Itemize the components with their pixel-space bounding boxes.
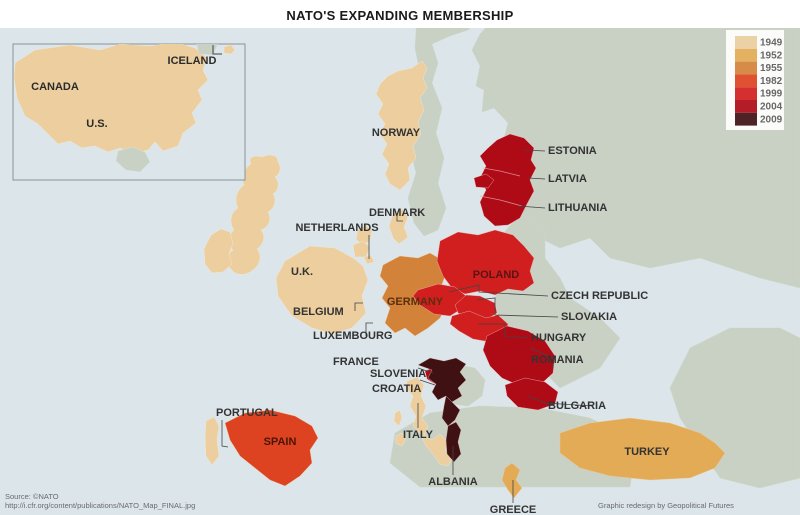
svg-text:GERMANY: GERMANY: [387, 296, 444, 308]
svg-text:BELGIUM: BELGIUM: [293, 306, 344, 318]
svg-text:ROMANIA: ROMANIA: [531, 354, 584, 366]
svg-text:CANADA: CANADA: [31, 81, 79, 93]
svg-text:http://i.cfr.org/content/publi: http://i.cfr.org/content/publications/NA…: [5, 501, 195, 510]
svg-text:U.K.: U.K.: [291, 266, 313, 278]
svg-text:Graphic redesign by Geopolitic: Graphic redesign by Geopolitical Futures: [598, 501, 734, 510]
svg-text:1999: 1999: [760, 89, 783, 100]
svg-text:FRANCE: FRANCE: [333, 356, 379, 368]
svg-text:TURKEY: TURKEY: [624, 446, 670, 458]
svg-text:POLAND: POLAND: [473, 269, 520, 281]
svg-text:1952: 1952: [760, 50, 783, 61]
svg-text:HUNGARY: HUNGARY: [531, 332, 587, 344]
svg-text:SLOVAKIA: SLOVAKIA: [561, 311, 617, 323]
svg-text:U.S.: U.S.: [86, 118, 107, 130]
svg-text:LITHUANIA: LITHUANIA: [548, 202, 607, 214]
svg-text:BULGARIA: BULGARIA: [548, 400, 606, 412]
svg-text:NORWAY: NORWAY: [372, 127, 421, 139]
svg-text:NETHERLANDS: NETHERLANDS: [295, 222, 378, 234]
svg-text:CZECH REPUBLIC: CZECH REPUBLIC: [551, 290, 648, 302]
svg-text:ESTONIA: ESTONIA: [548, 145, 597, 157]
svg-text:ALBANIA: ALBANIA: [428, 476, 478, 488]
svg-text:PORTUGAL: PORTUGAL: [216, 407, 278, 419]
svg-text:LUXEMBOURG: LUXEMBOURG: [313, 330, 392, 342]
svg-text:GREECE: GREECE: [490, 504, 536, 515]
svg-text:DENMARK: DENMARK: [369, 207, 425, 219]
svg-text:1949: 1949: [760, 38, 783, 49]
svg-text:Source: ©NATO: Source: ©NATO: [5, 492, 59, 501]
svg-text:2009: 2009: [760, 114, 783, 125]
svg-text:SPAIN: SPAIN: [264, 436, 297, 448]
svg-text:1982: 1982: [760, 76, 783, 87]
svg-text:SLOVENIA: SLOVENIA: [370, 368, 426, 380]
svg-text:CROATIA: CROATIA: [372, 383, 421, 395]
svg-text:LATVIA: LATVIA: [548, 173, 587, 185]
svg-text:2004: 2004: [760, 102, 783, 113]
svg-text:ICELAND: ICELAND: [168, 55, 217, 67]
svg-text:ITALY: ITALY: [403, 429, 434, 441]
svg-text:1955: 1955: [760, 63, 783, 74]
